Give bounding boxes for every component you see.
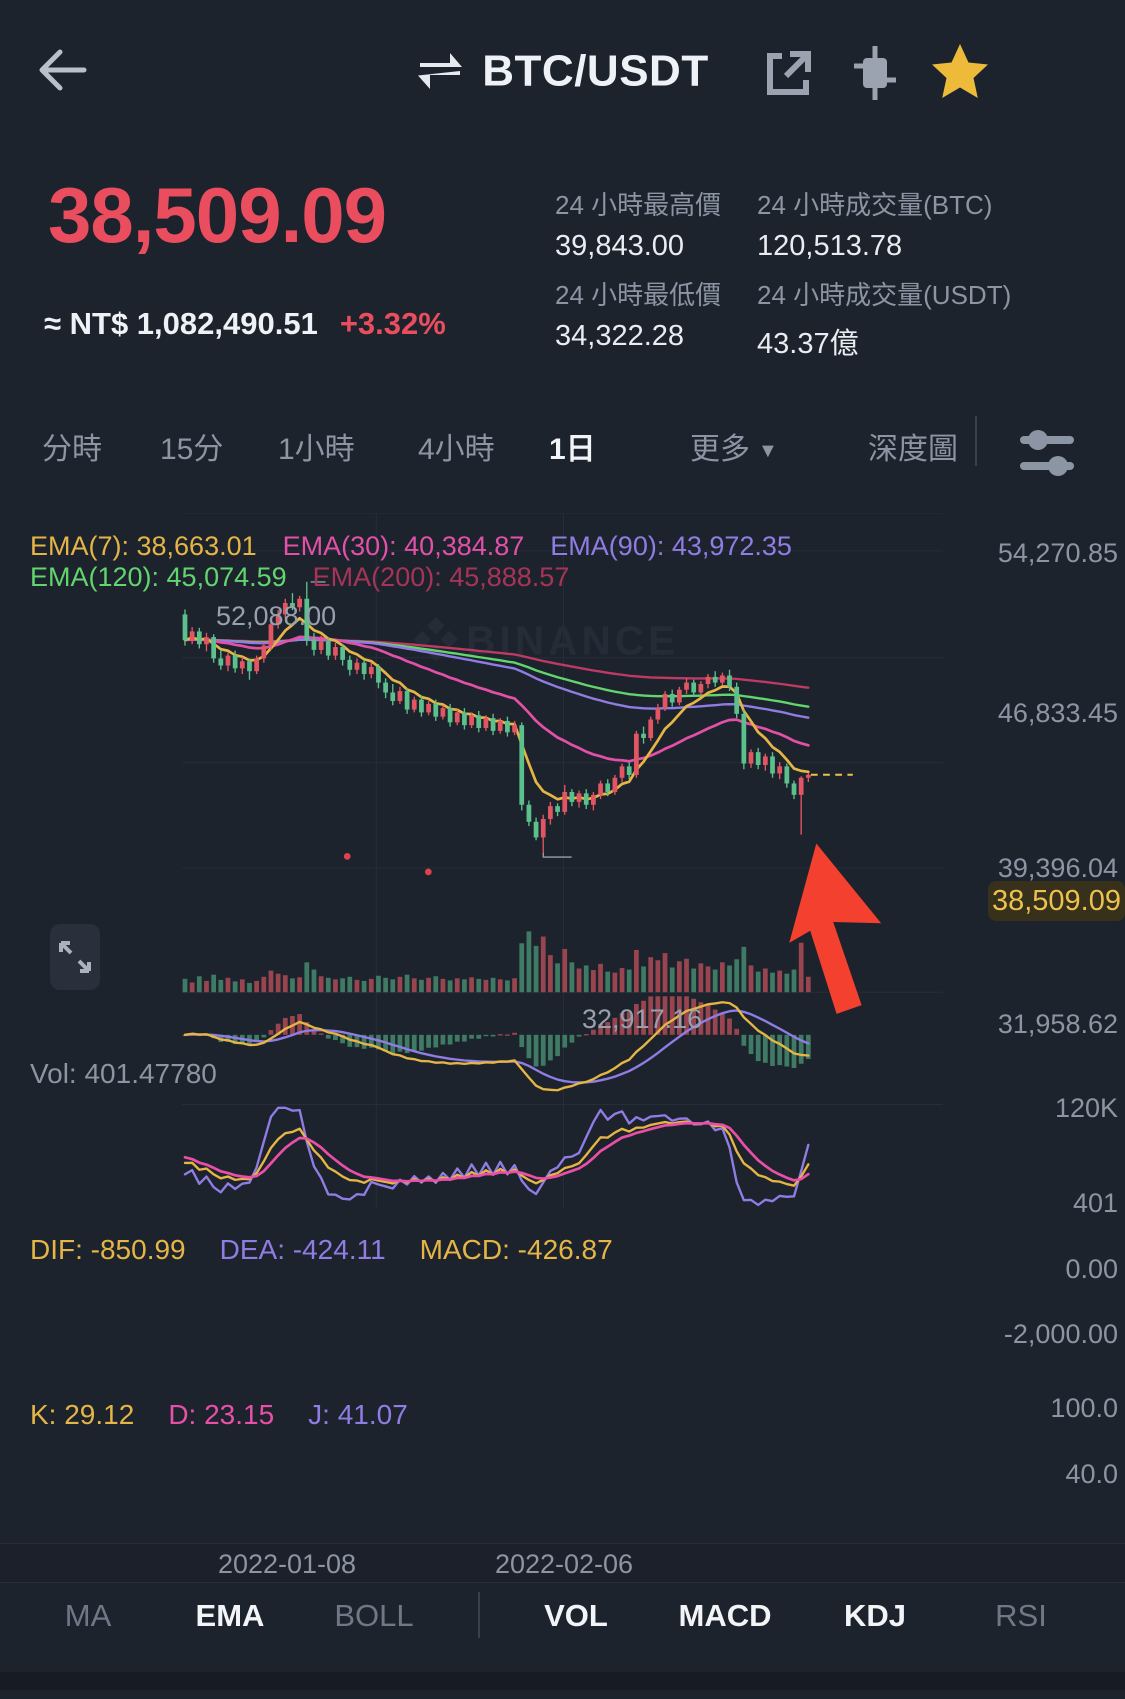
toolbar-divider	[478, 1592, 480, 1638]
fullscreen-button[interactable]	[50, 924, 100, 990]
bottom-strip	[0, 1672, 1125, 1690]
stat-item: 24 小時成交量(USDT) 43.37億	[757, 275, 1011, 362]
axis-label: 46,833.45	[997, 698, 1118, 728]
tab-1日[interactable]: 1日	[549, 433, 596, 466]
stat-label: 24 小時成交量(USDT)	[757, 280, 1012, 310]
fiat-price-row: ≈ NT$ 1,082,490.51 +3.32%	[44, 306, 446, 342]
low-marker-label: 32,917.16	[582, 1004, 703, 1034]
toolbar-VOL[interactable]: VOL	[544, 1598, 608, 1633]
ema-legend-row2: EMA(120): 45,074.59 EMA(200): 45,888.57	[30, 562, 595, 593]
stat-item: 24 小時最低價 34,322.28	[555, 275, 721, 353]
macd-values-row: DIF: -850.99 DEA: -424.11 MACD: -426.87	[30, 1234, 647, 1266]
share-icon[interactable]	[762, 48, 814, 100]
indicator-label: EMA(7): 38,663.01	[30, 531, 257, 561]
volume-value-label: Vol: 401.47780	[30, 1058, 217, 1089]
high-marker-label: 52,088.00	[216, 601, 337, 631]
star-icon[interactable]	[930, 42, 990, 100]
indicator-label: EMA(120): 45,074.59	[30, 562, 287, 592]
back-icon[interactable]	[36, 46, 88, 94]
axis-label: 401	[1072, 1188, 1118, 1218]
stat-value: 34,322.28	[555, 320, 685, 352]
indicator-label: K: 29.12	[30, 1399, 135, 1430]
stat-value: 120,513.78	[757, 230, 903, 262]
indicator-label: EMA(90): 43,972.35	[550, 531, 792, 561]
date-axis-band	[0, 1543, 1125, 1583]
macd-histogram	[182, 996, 811, 1068]
stat-label: 24 小時最低價	[555, 280, 722, 310]
axis-label: 39,396.04	[997, 853, 1118, 883]
axis-label: -2,000.00	[1003, 1319, 1118, 1349]
indicator-label: EMA(30): 40,384.87	[282, 531, 525, 561]
binance-watermark: BINANCE	[413, 617, 679, 663]
indicator-label: J: 41.07	[308, 1399, 408, 1430]
tab-4小時[interactable]: 4小時	[418, 433, 495, 466]
axis-label: 31,958.62	[997, 1009, 1118, 1039]
red-up-arrow-annotation	[789, 843, 882, 1014]
indicator-label: DEA: -424.11	[219, 1234, 386, 1265]
axis-label: 0.00	[1065, 1254, 1118, 1284]
low-marker-line	[542, 852, 572, 858]
tab-分時[interactable]: 分時	[42, 433, 102, 466]
current-price-tag: 38,509.09	[988, 881, 1125, 921]
expand-icon	[59, 941, 91, 973]
axis-label: 120K	[1054, 1093, 1118, 1123]
toolbar-MACD[interactable]: MACD	[678, 1598, 772, 1633]
date-label-2: 2022-02-06	[494, 1549, 634, 1579]
ema7-line	[183, 616, 810, 801]
kdj-values-row: K: 29.12 D: 23.15 J: 41.07	[30, 1399, 442, 1431]
toolbar-RSI[interactable]: RSI	[995, 1598, 1047, 1633]
date-label-1: 2022-01-08	[217, 1549, 357, 1579]
indicator-label: MACD: -426.87	[419, 1234, 613, 1265]
axis-label: 54,270.85	[997, 538, 1118, 568]
stat-value: 43.37億	[757, 328, 859, 360]
ema30-line	[183, 635, 810, 763]
tab-divider	[975, 416, 977, 466]
tab-更多[interactable]: 更多 ▼	[690, 433, 778, 466]
toolbar-MA[interactable]: MA	[64, 1598, 112, 1633]
candles-layer	[182, 581, 811, 855]
alert-dot	[343, 852, 351, 860]
toolbar-KDJ[interactable]: KDJ	[843, 1598, 907, 1633]
fiat-price: ≈ NT$ 1,082,490.51	[44, 306, 318, 341]
indicator-label: DIF: -850.99	[30, 1234, 186, 1265]
tab-1小時[interactable]: 1小時	[278, 433, 355, 466]
toolbar-BOLL[interactable]: BOLL	[334, 1598, 414, 1633]
axis-label: 100.0	[1050, 1393, 1118, 1423]
stat-item: 24 小時成交量(BTC) 120,513.78	[757, 185, 992, 263]
pair-title-row[interactable]: BTC/USDT	[0, 44, 1125, 96]
stat-label: 24 小時成交量(BTC)	[757, 190, 993, 220]
axis-label: 40.0	[1065, 1459, 1118, 1489]
kdj-d-line	[183, 1121, 810, 1183]
ema-legend-row1: EMA(7): 38,663.01 EMA(30): 40,384.87 EMA(9…	[30, 531, 818, 562]
stat-value: 39,843.00	[555, 230, 685, 262]
tab-15分[interactable]: 15分	[160, 433, 224, 466]
indicator-label: EMA(200): 45,888.57	[312, 562, 570, 592]
toolbar-EMA[interactable]: EMA	[195, 1598, 265, 1633]
stat-label: 24 小時最高價	[555, 190, 722, 220]
candlestick-chart[interactable]: BINANCE	[0, 513, 1125, 1583]
candlestick-icon[interactable]	[850, 44, 900, 102]
dif-line	[183, 1001, 810, 1092]
sliders-icon[interactable]	[1018, 428, 1076, 478]
last-price: 38,509.09	[48, 171, 387, 259]
stat-item: 24 小時最高價 39,843.00	[555, 185, 721, 263]
indicator-label: D: 23.15	[168, 1399, 275, 1430]
alert-dot	[424, 868, 432, 876]
chevron-down-icon: ▼	[758, 439, 778, 462]
svg-text:BINANCE: BINANCE	[466, 617, 679, 663]
volume-bars	[182, 931, 811, 993]
price-change: +3.32%	[339, 306, 446, 341]
tab-深度圖[interactable]: 深度圖	[868, 433, 958, 466]
swap-icon	[418, 53, 463, 90]
pair-title: BTC/USDT	[482, 46, 709, 96]
